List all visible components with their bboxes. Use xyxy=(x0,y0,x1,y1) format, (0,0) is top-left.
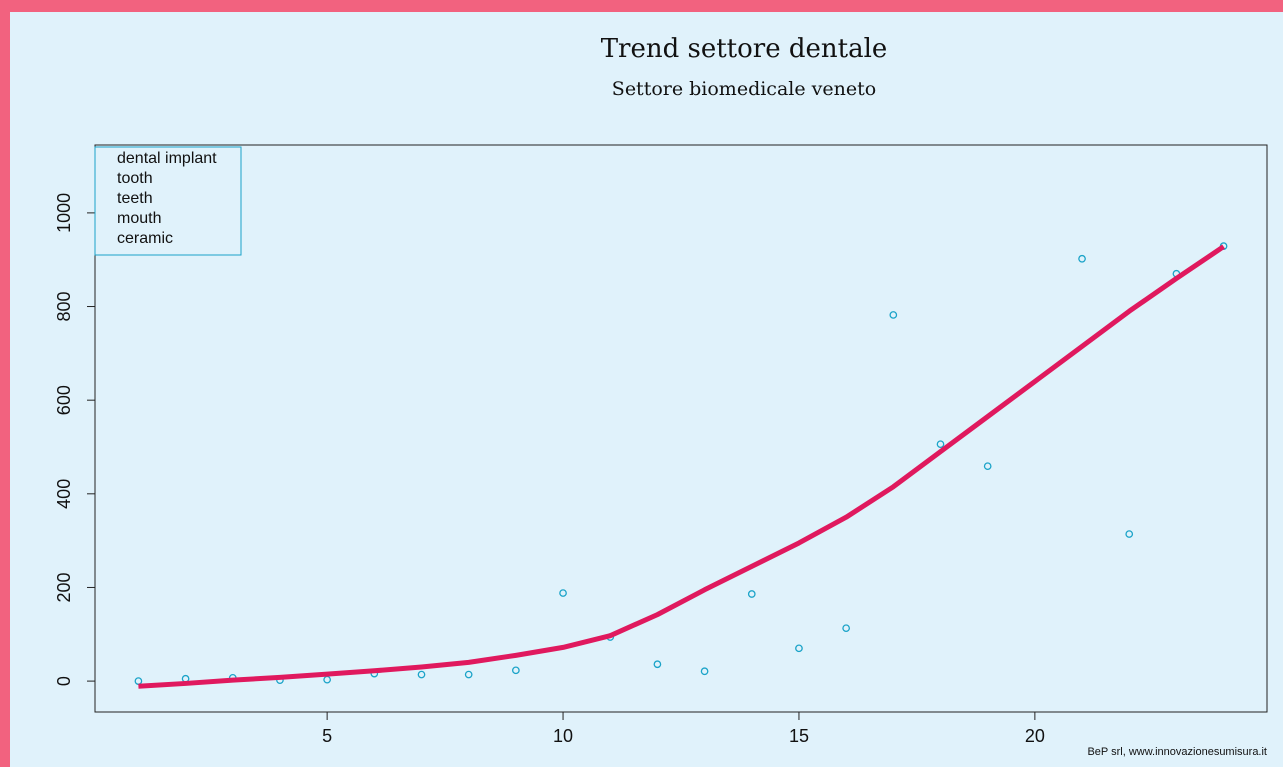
legend-label: teeth xyxy=(117,190,153,207)
y-tick-label: 200 xyxy=(54,572,74,602)
page: Trend settore dentale Settore biomedical… xyxy=(0,0,1283,767)
x-tick-label: 10 xyxy=(553,726,573,746)
legend-label: tooth xyxy=(117,170,153,187)
x-tick-label: 15 xyxy=(789,726,809,746)
credit: BeP srl, www.innovazionesumisura.it xyxy=(1087,746,1267,758)
panel xyxy=(10,12,1283,767)
x-tick-label: 5 xyxy=(322,726,332,746)
legend-label: ceramic xyxy=(117,230,173,247)
x-tick-label: 20 xyxy=(1025,726,1045,746)
y-tick-label: 1000 xyxy=(54,193,74,233)
y-tick-label: 600 xyxy=(54,385,74,415)
chart: Trend settore dentale Settore biomedical… xyxy=(0,0,1283,767)
y-tick-label: 800 xyxy=(54,292,74,322)
y-tick-label: 0 xyxy=(54,676,74,686)
corner xyxy=(0,0,145,12)
chart-title: Trend settore dentale xyxy=(601,34,888,64)
legend-label: mouth xyxy=(117,210,161,227)
y-tick-label: 400 xyxy=(54,479,74,509)
chart-subtitle: Settore biomedicale veneto xyxy=(612,78,876,100)
legend-label: dental implant xyxy=(117,150,217,167)
